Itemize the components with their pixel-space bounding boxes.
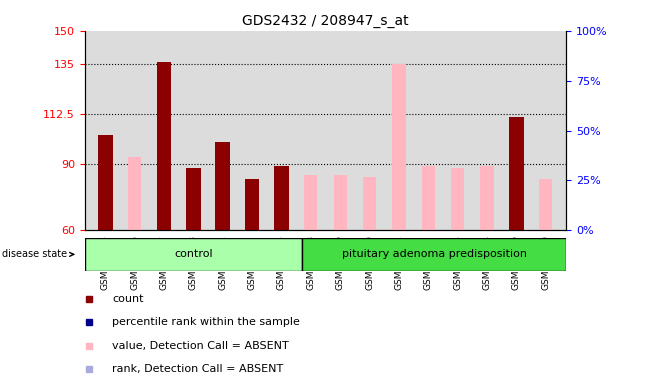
Bar xyxy=(509,117,524,230)
Bar xyxy=(393,64,406,230)
Bar xyxy=(539,179,553,230)
Bar xyxy=(85,238,302,271)
Bar xyxy=(215,142,230,230)
Text: value, Detection Call = ABSENT: value, Detection Call = ABSENT xyxy=(112,341,289,351)
Bar xyxy=(422,166,435,230)
Text: percentile rank within the sample: percentile rank within the sample xyxy=(112,317,300,327)
Bar xyxy=(128,157,141,230)
Bar xyxy=(274,166,289,230)
Bar xyxy=(304,175,318,230)
Bar xyxy=(451,168,464,230)
Text: rank, Detection Call = ABSENT: rank, Detection Call = ABSENT xyxy=(112,364,283,374)
Bar xyxy=(363,177,376,230)
Title: GDS2432 / 208947_s_at: GDS2432 / 208947_s_at xyxy=(242,14,409,28)
Text: control: control xyxy=(174,249,213,260)
Bar xyxy=(186,168,201,230)
Bar xyxy=(245,179,259,230)
Text: disease state: disease state xyxy=(2,249,74,260)
Bar xyxy=(157,62,171,230)
Bar xyxy=(302,238,566,271)
Text: count: count xyxy=(112,294,143,304)
Text: pituitary adenoma predisposition: pituitary adenoma predisposition xyxy=(342,249,527,260)
Bar xyxy=(480,166,493,230)
Bar xyxy=(98,135,113,230)
Bar xyxy=(333,175,347,230)
